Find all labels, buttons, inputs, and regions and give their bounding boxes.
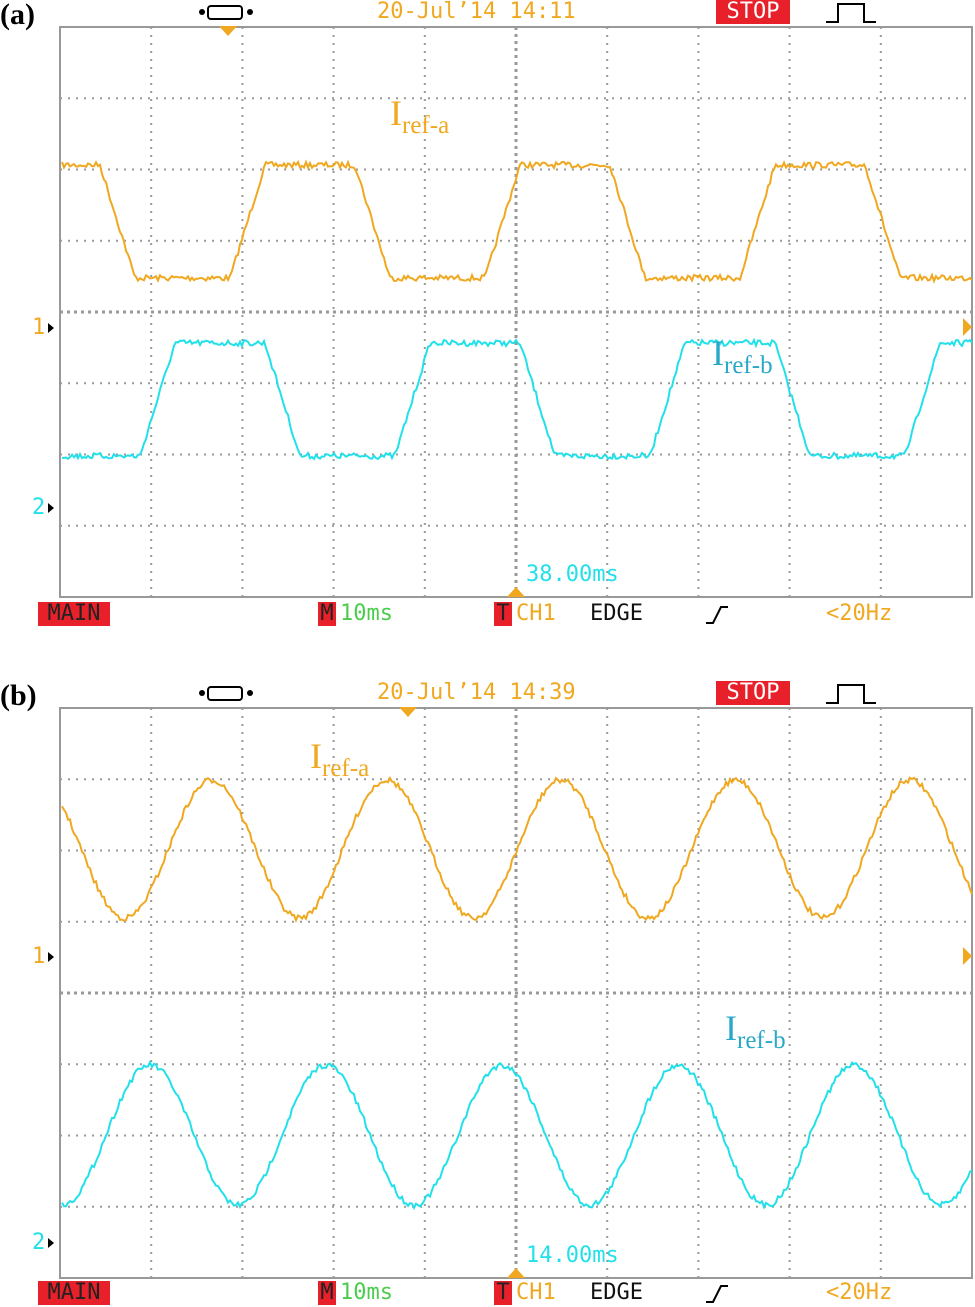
- channel-marker: 1: [32, 315, 45, 340]
- trigger-type: EDGE: [590, 601, 643, 626]
- port-dot: [247, 9, 253, 15]
- acquire-icon: [826, 3, 876, 23]
- port-icon: [207, 5, 243, 20]
- trigger-marker: T: [496, 1280, 509, 1305]
- status: STOP: [727, 0, 780, 24]
- trigger-time: 14.00ms: [526, 1243, 619, 1268]
- channel-arrow: [48, 503, 54, 513]
- panel-label: (a): [0, 0, 35, 31]
- port-dot: [247, 690, 253, 696]
- trace-subscript: ref-b: [724, 352, 773, 379]
- trigger-level-marker: [963, 318, 972, 336]
- channel-marker: 1: [32, 944, 45, 969]
- slope-icon: [706, 1285, 728, 1303]
- timestamp: 20-Jul’14 14:11: [377, 0, 576, 24]
- timestamp: 20-Jul’14 14:39: [377, 680, 576, 705]
- slope-icon: [706, 606, 728, 624]
- channel-arrow: [48, 1238, 54, 1248]
- waveform: [61, 1059, 973, 1211]
- frequency: <20Hz: [826, 1280, 892, 1305]
- trace-symbol: I: [310, 736, 322, 776]
- trigger-marker: T: [496, 601, 509, 626]
- trace-symbol: I: [712, 333, 724, 373]
- status: STOP: [727, 680, 780, 705]
- port-dot: [199, 690, 205, 696]
- trace-label: Iref-b: [712, 333, 773, 379]
- channel-marker: 2: [32, 495, 45, 520]
- trig-bg: [494, 1281, 512, 1305]
- channel-marker: 2: [32, 1230, 45, 1255]
- waveform: [62, 337, 973, 461]
- status-bg: [716, 0, 790, 24]
- trace-label: Iref-b: [725, 1008, 786, 1054]
- channel-arrow: [48, 323, 54, 333]
- timebase: 10ms: [340, 601, 393, 626]
- acquire-icon: [826, 684, 876, 704]
- mode: MAIN: [48, 601, 101, 626]
- trace-subscript: ref-a: [402, 112, 449, 139]
- port-dot: [199, 9, 205, 15]
- port-icon: [207, 686, 243, 701]
- tb-bg: [318, 602, 336, 626]
- time-marker: [507, 587, 525, 597]
- trace-symbol: I: [725, 1008, 737, 1048]
- trace-symbol: I: [390, 93, 402, 133]
- trace-subscript: ref-b: [737, 1027, 786, 1054]
- waveform: [61, 159, 973, 284]
- tb-bg: [318, 1281, 336, 1305]
- trigger-pos-marker: [219, 26, 237, 36]
- mode-bg: [38, 602, 110, 626]
- trigger-source: CH1: [516, 1280, 556, 1305]
- trace-subscript: ref-a: [322, 755, 369, 782]
- timebase-marker: M: [320, 1280, 333, 1305]
- waveform: [61, 775, 973, 924]
- frequency: <20Hz: [826, 601, 892, 626]
- trace-label: Iref-a: [390, 93, 449, 139]
- trace-label: Iref-a: [310, 736, 369, 782]
- trigger-pos-marker: [399, 707, 417, 717]
- trigger-type: EDGE: [590, 1280, 643, 1305]
- trigger-level-marker: [963, 947, 972, 965]
- mode-bg: [38, 1281, 110, 1305]
- mode: MAIN: [48, 1280, 101, 1305]
- trig-bg: [494, 602, 512, 626]
- timebase-marker: M: [320, 601, 333, 626]
- time-marker: [507, 1268, 525, 1278]
- status-bg: [716, 681, 790, 705]
- trigger-time: 38.00ms: [526, 562, 619, 587]
- trigger-source: CH1: [516, 601, 556, 626]
- panel-label: (b): [0, 679, 37, 712]
- timebase: 10ms: [340, 1280, 393, 1305]
- channel-arrow: [48, 952, 54, 962]
